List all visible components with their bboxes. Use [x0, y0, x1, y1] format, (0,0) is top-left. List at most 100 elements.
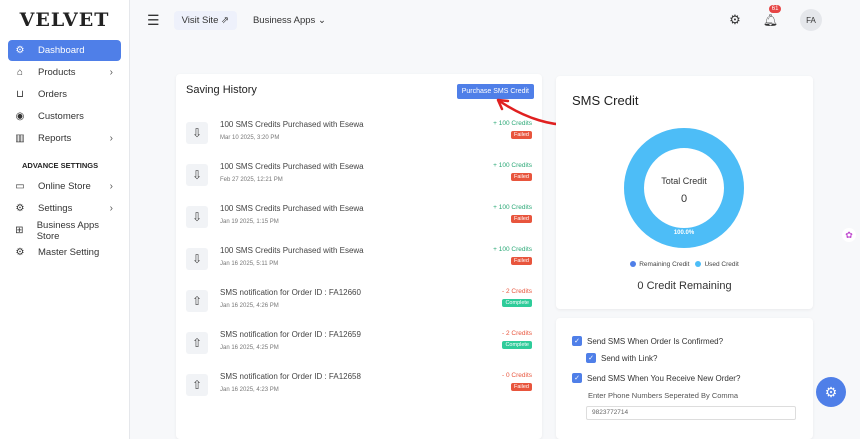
sidebar-item-business-apps-store[interactable]: ⊞ Business Apps Store [8, 219, 121, 242]
list-item[interactable]: ⇧ SMS notification for Order ID : FA12660… [176, 282, 542, 320]
sidebar-item-customers[interactable]: ◉ Customers [8, 106, 121, 127]
sidebar-item-label: Master Setting [38, 247, 100, 258]
sidebar-item-label: Customers [38, 111, 84, 122]
credit-remaining-text: 0 Credit Remaining [637, 280, 732, 292]
settings-gear-icon[interactable]: ⚙ [729, 12, 741, 27]
status-badge: Failed [511, 215, 532, 223]
send-on-new-order-checkbox[interactable]: ✓ Send SMS When You Receive New Order? [572, 373, 740, 383]
sidebar-item-online-store[interactable]: ▭ Online Store › [8, 176, 121, 197]
list-item[interactable]: ⇩ 100 SMS Credits Purchased with Esewa Feb… [176, 156, 542, 194]
sidebar-item-master-setting[interactable]: ⚙ Master Setting [8, 242, 121, 263]
sidebar-nav: ⚙ Dashboard ⌂ Products › ⊔ Orders ◉ Cust… [0, 40, 129, 263]
dashboard-icon: ⚙ [15, 45, 25, 56]
phone-numbers-input[interactable]: 9823772714 [586, 406, 796, 420]
sidebar-item-label: Dashboard [38, 45, 85, 56]
arrow-up-icon: ⇧ [186, 332, 208, 354]
sidebar-item-orders[interactable]: ⊔ Orders [8, 84, 121, 105]
hamburger-menu-icon[interactable]: ☰ [147, 11, 160, 28]
sms-credit-card: SMS Credit Total Credit 0 100.0% Remaini… [556, 76, 813, 309]
chevron-right-icon: › [109, 133, 113, 144]
status-badge: Failed [511, 383, 532, 391]
chevron-right-icon: › [109, 67, 113, 78]
transaction-date: Feb 27 2025, 12:21 PM [220, 177, 283, 183]
chevron-down-icon: ⌄ [317, 14, 326, 26]
status-badge: Failed [511, 257, 532, 265]
sidebar: VELVET ⚙ Dashboard ⌂ Products › ⊔ Orders… [0, 0, 130, 439]
checkbox-checked-icon: ✓ [586, 353, 596, 363]
send-on-new-order-label: Send SMS When You Receive New Order? [587, 373, 741, 383]
saving-history-card: Saving History Purchase SMS Credit ⇩ 100 … [176, 74, 542, 439]
transaction-description: 100 SMS Credits Purchased with Esewa [220, 162, 364, 171]
saving-history-title: Saving History [186, 84, 257, 96]
send-with-link-label: Send with Link? [601, 353, 658, 363]
legend-remaining-dot [630, 261, 637, 268]
sms-credit-title: SMS Credit [572, 93, 639, 108]
arrow-up-icon: ⇧ [186, 374, 208, 396]
legend-used-label: Used Credit [704, 261, 739, 268]
credit-donut-chart: Total Credit 0 100.0% [624, 128, 744, 248]
sidebar-item-settings[interactable]: ⚙ Settings › [8, 198, 121, 219]
reports-icon: ▥ [15, 133, 25, 144]
chevron-right-icon: › [109, 181, 113, 192]
arrow-up-icon: ⇧ [186, 290, 208, 312]
chevron-right-icon: › [109, 203, 113, 214]
legend-remaining[interactable]: Remaining Credit [630, 261, 689, 268]
purchase-sms-credit-button[interactable]: Purchase SMS Credit [456, 84, 534, 99]
transaction-date: Jan 19 2025, 1:15 PM [220, 219, 279, 225]
brand-logo[interactable]: VELVET [19, 9, 110, 31]
checkbox-checked-icon: ✓ [572, 336, 582, 346]
topbar: ☰ Visit Site ⇗ Business Apps ⌄ [131, 0, 860, 40]
transaction-description: 100 SMS Credits Purchased with Esewa [220, 246, 364, 255]
transaction-amount: - 2 Credits [502, 330, 532, 337]
list-item[interactable]: ⇧ SMS notification for Order ID : FA12658… [176, 366, 542, 404]
store-icon: ▭ [15, 181, 25, 192]
send-on-confirm-checkbox[interactable]: ✓ Send SMS When Order Is Confirmed? [572, 336, 723, 346]
notification-badge: 61 [768, 5, 782, 13]
status-badge: Failed [511, 173, 532, 181]
sms-settings-card: ✓ Send SMS When Order Is Confirmed? ✓ Send… [556, 318, 813, 439]
checkbox-checked-icon: ✓ [572, 373, 582, 383]
transaction-date: Jan 16 2025, 4:26 PM [220, 303, 279, 309]
transaction-date: Jan 16 2025, 4:25 PM [220, 345, 279, 351]
donut-center-value: 0 [681, 193, 687, 205]
donut-center-label: Total Credit [661, 176, 707, 186]
brain-widget-icon[interactable]: ✿ [842, 228, 856, 242]
gear-icon: ⚙ [824, 383, 838, 400]
sidebar-item-label: Business Apps Store [36, 219, 100, 242]
sidebar-item-products[interactable]: ⌂ Products › [8, 62, 121, 83]
advance-settings-title: ADVANCE SETTINGS [22, 161, 99, 170]
sidebar-item-label: Online Store [38, 181, 91, 192]
legend-used[interactable]: Used Credit [695, 261, 739, 268]
donut-legend: Remaining Credit Used Credit [556, 261, 813, 268]
list-item[interactable]: ⇧ SMS notification for Order ID : FA12659… [176, 324, 542, 362]
sidebar-item-label: Reports [38, 133, 72, 144]
transaction-amount: + 100 Credits [493, 204, 532, 211]
donut-percent-label: 100.0% [674, 230, 695, 236]
visit-site-button[interactable]: Visit Site ⇗ [173, 10, 237, 30]
list-item[interactable]: ⇩ 100 SMS Credits Purchased with Esewa Mar… [176, 114, 542, 152]
transaction-description: 100 SMS Credits Purchased with Esewa [220, 204, 364, 213]
products-icon: ⌂ [16, 67, 24, 78]
phone-numbers-label: Enter Phone Numbers Seperated By Comma [588, 391, 739, 400]
sidebar-item-reports[interactable]: ▥ Reports › [8, 128, 121, 149]
list-item[interactable]: ⇩ 100 SMS Credits Purchased with Esewa Jan… [176, 198, 542, 236]
transaction-description: SMS notification for Order ID : FA12659 [220, 330, 361, 339]
transaction-amount: + 100 Credits [493, 246, 532, 253]
transaction-description: SMS notification for Order ID : FA12658 [220, 372, 361, 381]
avatar[interactable]: FA [800, 9, 822, 31]
transaction-description: SMS notification for Order ID : FA12660 [220, 288, 361, 297]
business-apps-dropdown[interactable]: Business Apps ⌄ [253, 15, 326, 26]
transaction-amount: - 0 Credits [502, 372, 532, 379]
notification-bell-icon[interactable]: 🔔︎ 61 [763, 5, 782, 27]
send-with-link-checkbox[interactable]: ✓ Send with Link? [586, 353, 657, 363]
floating-settings-button[interactable]: ⚙ [816, 377, 846, 407]
arrow-down-icon: ⇩ [186, 164, 208, 186]
legend-remaining-label: Remaining Credit [639, 261, 690, 268]
arrow-down-icon: ⇩ [186, 206, 208, 228]
list-item[interactable]: ⇩ 100 SMS Credits Purchased with Esewa Jan… [176, 240, 542, 278]
sidebar-item-dashboard[interactable]: ⚙ Dashboard [8, 40, 121, 61]
sidebar-item-label: Orders [38, 89, 68, 100]
transaction-amount: - 2 Credits [502, 288, 532, 295]
arrow-down-icon: ⇩ [186, 122, 208, 144]
transaction-amount: + 100 Credits [493, 162, 532, 169]
